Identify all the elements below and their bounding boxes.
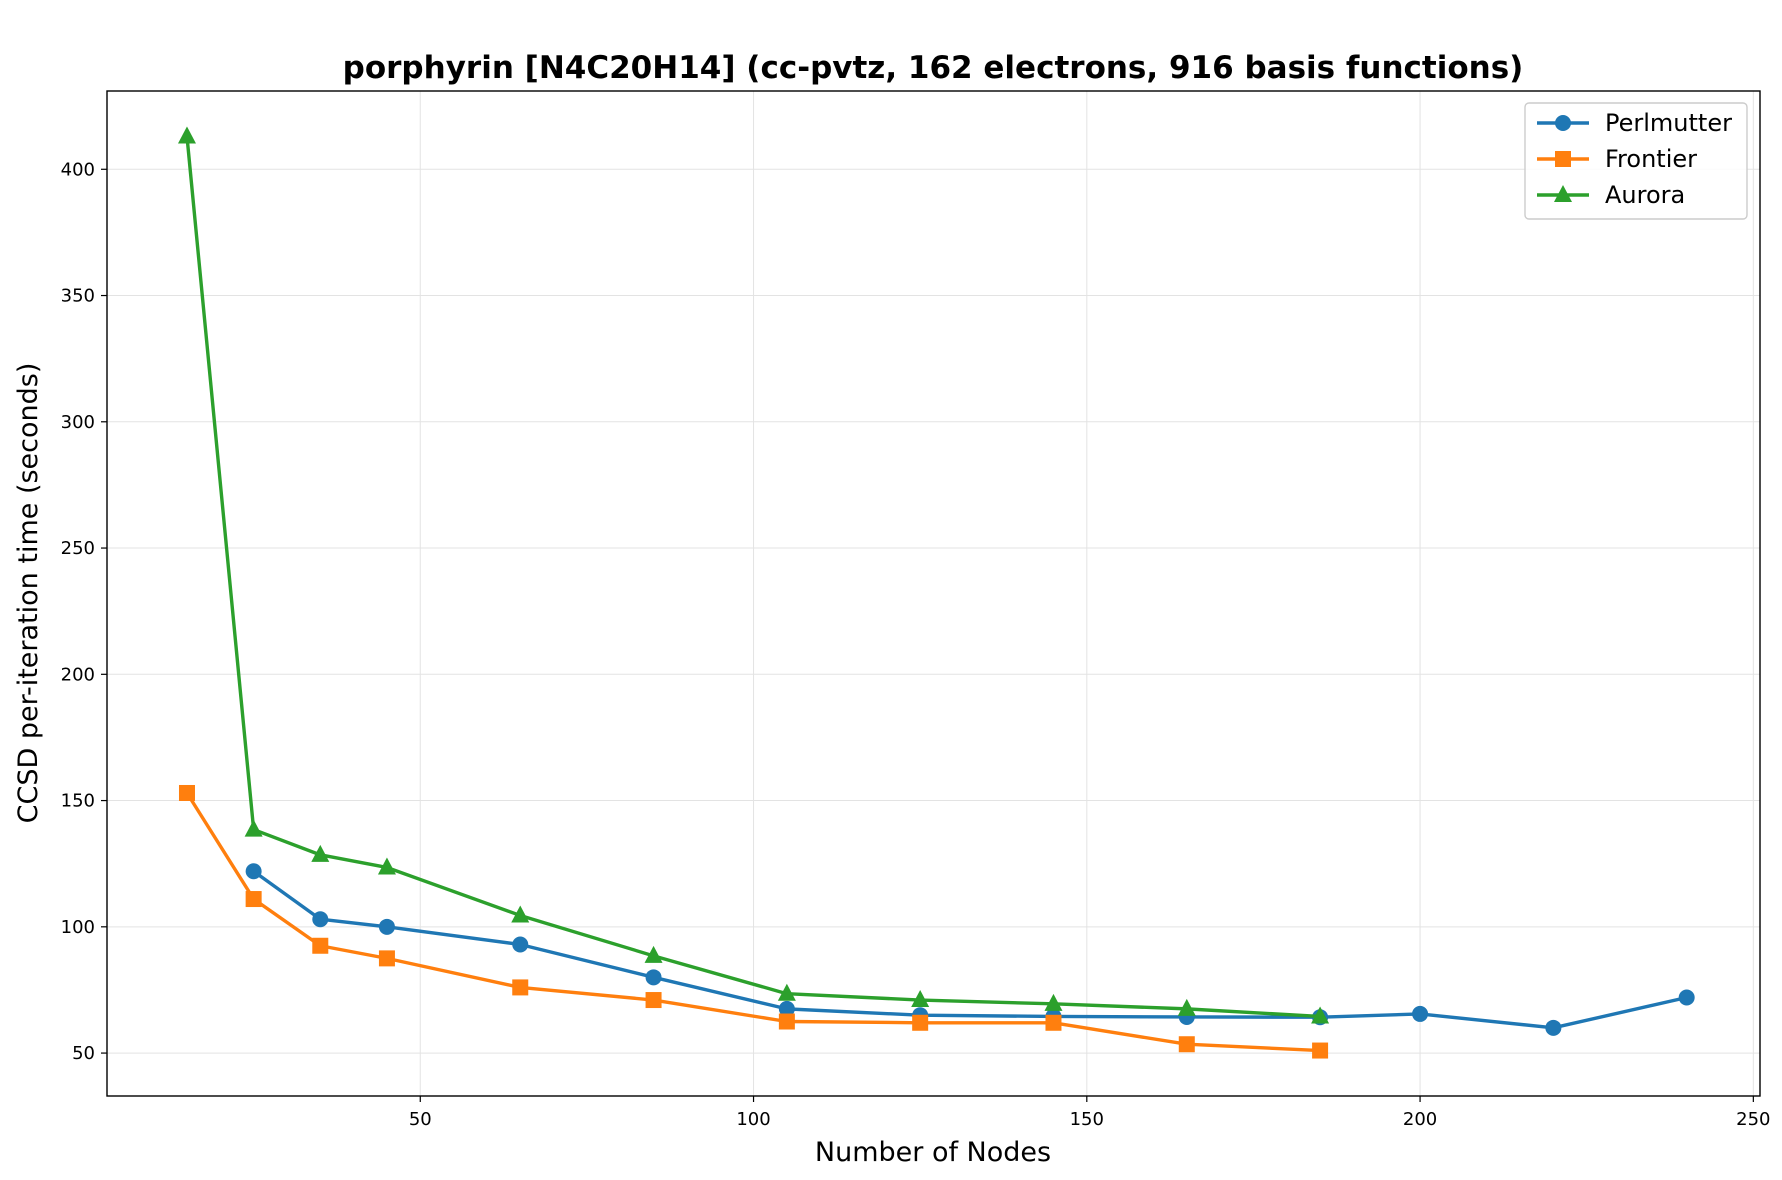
x-axis-label: Number of Nodes (815, 1137, 1051, 1168)
frontier-point (778, 1013, 795, 1030)
aurora-point (911, 990, 930, 1008)
frontier-point (512, 979, 529, 996)
aurora-point (1177, 998, 1196, 1016)
perlmutter-point (378, 918, 395, 935)
aurora-point (644, 945, 663, 963)
grid (107, 91, 1760, 1096)
frontier-point (378, 950, 395, 967)
frontier-point (1178, 1036, 1195, 1053)
legend-perlmutter-label: Perlmutter (1605, 109, 1732, 137)
y-tick-label: 250 (61, 538, 95, 559)
chart-title: porphyrin [N4C20H14] (cc-pvtz, 162 elect… (343, 50, 1524, 86)
legend-box (1524, 102, 1748, 220)
y-tick-label: 150 (61, 791, 95, 812)
series-frontier (178, 784, 1329, 1059)
perlmutter-point (1412, 1005, 1429, 1022)
aurora-point (377, 857, 396, 875)
aurora-point (511, 905, 530, 923)
legend: Perlmutter Frontier Aurora (1524, 102, 1748, 220)
frontier-point (245, 891, 262, 908)
plot-area-frame (106, 90, 1761, 1097)
legend-frontier-label: Frontier (1605, 145, 1697, 173)
series-group (177, 126, 1695, 1059)
legend-frontier-marker (1555, 151, 1571, 167)
legend-aurora-marker (1554, 185, 1572, 202)
perlmutter-point (512, 936, 529, 953)
perlmutter-point (645, 969, 662, 986)
perlmutter-point (312, 911, 329, 928)
y-tick-label: 400 (61, 159, 95, 180)
perlmutter-point (245, 863, 262, 880)
frontier-point (312, 937, 329, 954)
perlmutter-point (778, 1000, 795, 1017)
aurora-point (1044, 993, 1063, 1011)
legend-aurora-label: Aurora (1605, 181, 1685, 209)
frontier-point (645, 992, 662, 1009)
perlmutter-point (1678, 989, 1695, 1006)
aurora-point (777, 983, 796, 1001)
x-tick-label: 50 (409, 1109, 432, 1130)
y-axis-label: CCSD per-iteration time (seconds) (13, 363, 44, 824)
frontier-point (912, 1014, 929, 1031)
axis-ticks: 50 100 150 200 250 50 100 150 200 250 300 350 400 (61, 159, 1771, 1130)
aurora-point (244, 819, 263, 837)
frontier-point (1045, 1014, 1062, 1031)
y-tick-label: 100 (61, 917, 95, 938)
x-tick-label: 250 (1736, 1109, 1770, 1130)
y-tick-label: 350 (61, 286, 95, 307)
aurora-point (311, 844, 330, 862)
x-tick-label: 150 (1070, 1109, 1104, 1130)
y-tick-label: 50 (72, 1043, 95, 1064)
y-tick-label: 300 (61, 412, 95, 433)
legend-perlmutter-marker (1555, 115, 1571, 131)
y-tick-label: 200 (61, 664, 95, 685)
aurora-point (177, 126, 196, 144)
frontier-point (178, 784, 195, 801)
x-tick-label: 100 (736, 1109, 770, 1130)
perlmutter-point (1545, 1019, 1562, 1036)
aurora-point (1311, 1006, 1330, 1024)
x-tick-label: 200 (1403, 1109, 1437, 1130)
frontier-point (1312, 1042, 1329, 1059)
series-aurora (177, 126, 1330, 1024)
